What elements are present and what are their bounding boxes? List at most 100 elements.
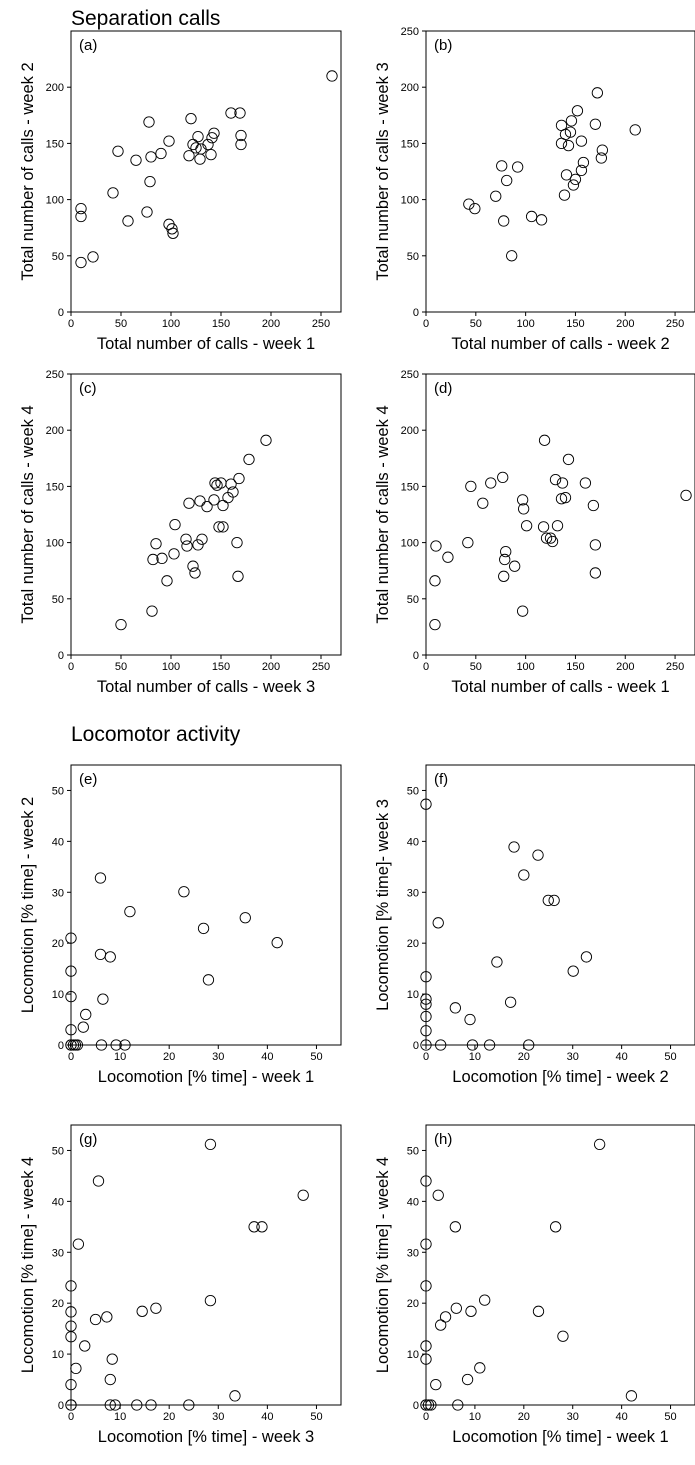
y-tick-label: 50 bbox=[407, 785, 419, 797]
x-tick-label: 200 bbox=[262, 318, 280, 330]
y-tick-label: 200 bbox=[401, 82, 419, 94]
data-point bbox=[79, 1340, 91, 1352]
panel-label: (g) bbox=[79, 1131, 97, 1148]
data-point bbox=[517, 503, 530, 515]
data-point bbox=[235, 138, 247, 151]
data-point bbox=[145, 1399, 157, 1411]
x-tick-label: 30 bbox=[567, 1411, 579, 1423]
panel-label: (f) bbox=[434, 771, 448, 788]
x-axis-label: Total number of calls - week 1 bbox=[97, 335, 315, 353]
x-tick-label: 100 bbox=[162, 661, 180, 673]
data-point bbox=[463, 198, 475, 210]
plot-frame bbox=[425, 373, 695, 656]
data-point bbox=[112, 145, 124, 157]
data-point bbox=[555, 493, 568, 505]
x-tick-label: 0 bbox=[68, 1051, 74, 1063]
plot-frame bbox=[70, 373, 342, 656]
data-point bbox=[542, 894, 554, 907]
data-point bbox=[540, 532, 553, 544]
x-axis-label: Total number of calls - week 1 bbox=[451, 678, 669, 696]
data-point bbox=[579, 477, 592, 489]
data-point bbox=[532, 849, 544, 861]
data-point bbox=[420, 1353, 432, 1365]
y-tick-label: 10 bbox=[52, 989, 64, 1001]
y-axis-label: Locomotion [% time] - week 4 bbox=[374, 1157, 392, 1373]
x-tick-label: 50 bbox=[115, 661, 127, 673]
data-point bbox=[420, 1340, 432, 1352]
data-point bbox=[204, 1138, 217, 1150]
data-point bbox=[532, 1305, 545, 1317]
y-axis-label: Locomotion [% time]- week 3 bbox=[374, 799, 392, 1011]
data-point bbox=[190, 142, 202, 154]
data-point bbox=[496, 160, 508, 172]
y-tick-label: 40 bbox=[52, 1196, 64, 1208]
y-tick-label: 150 bbox=[46, 481, 64, 493]
data-point bbox=[562, 453, 575, 466]
x-tick-label: 200 bbox=[616, 661, 634, 673]
data-point bbox=[209, 477, 221, 489]
data-point bbox=[469, 202, 481, 215]
data-point bbox=[420, 993, 432, 1005]
data-point bbox=[548, 894, 560, 907]
panel-2: 0 50 100 150 200 250 0 50 100 150 200 250 Total numb… bbox=[374, 26, 695, 353]
y-tick-label: 40 bbox=[407, 1196, 419, 1208]
panel-label: (b) bbox=[434, 37, 452, 54]
data-point bbox=[498, 215, 510, 227]
data-point bbox=[429, 619, 441, 631]
data-point bbox=[168, 548, 180, 560]
data-point bbox=[461, 1373, 474, 1386]
data-point bbox=[106, 1353, 118, 1365]
data-point bbox=[235, 129, 247, 142]
data-point bbox=[234, 107, 246, 119]
x-tick-label: 10 bbox=[469, 1411, 481, 1423]
plot-frame bbox=[425, 764, 695, 1046]
data-point bbox=[213, 521, 225, 533]
y-tick-label: 40 bbox=[407, 836, 419, 848]
y-tick-label: 250 bbox=[46, 369, 64, 381]
data-point bbox=[420, 971, 432, 983]
data-point bbox=[422, 1399, 435, 1411]
x-axis-label: Locomotion [% time] - week 2 bbox=[452, 1068, 668, 1086]
data-point bbox=[520, 520, 533, 532]
panel-1: 0 50 100 150 200 250 0 50 100 150 200 Total number … bbox=[19, 30, 342, 353]
y-tick-label: 10 bbox=[407, 1349, 419, 1361]
data-point bbox=[65, 1331, 77, 1343]
data-point bbox=[144, 175, 156, 188]
data-point bbox=[271, 937, 283, 949]
x-tick-label: 50 bbox=[470, 318, 482, 330]
data-point bbox=[104, 1399, 116, 1411]
y-axis-label: Total number of calls - week 2 bbox=[19, 62, 37, 280]
panel-label: (e) bbox=[79, 771, 97, 788]
data-point bbox=[491, 956, 503, 968]
data-point bbox=[498, 570, 510, 582]
data-point bbox=[465, 480, 477, 493]
data-point bbox=[544, 532, 557, 544]
data-point bbox=[432, 917, 444, 929]
y-tick-label: 150 bbox=[46, 138, 64, 150]
data-point bbox=[560, 169, 573, 181]
data-point bbox=[232, 570, 244, 582]
x-tick-label: 40 bbox=[616, 1411, 628, 1423]
x-tick-label: 100 bbox=[516, 318, 534, 330]
panel-label: (d) bbox=[434, 380, 452, 397]
data-point bbox=[567, 179, 580, 191]
x-axis-label: Total number of calls - week 3 bbox=[97, 678, 315, 696]
x-tick-label: 0 bbox=[68, 661, 74, 673]
data-point bbox=[233, 472, 245, 485]
x-tick-label: 0 bbox=[423, 318, 429, 330]
data-point bbox=[131, 1399, 143, 1411]
data-point bbox=[163, 135, 175, 147]
y-axis-label: Total number of calls - week 3 bbox=[374, 62, 392, 280]
data-point bbox=[525, 210, 538, 223]
data-point bbox=[204, 1294, 217, 1307]
data-point bbox=[297, 1189, 309, 1201]
data-point bbox=[449, 1221, 461, 1233]
y-tick-label: 0 bbox=[58, 1400, 64, 1412]
data-point bbox=[420, 1238, 432, 1250]
data-point bbox=[549, 1221, 562, 1233]
data-point bbox=[420, 1025, 432, 1037]
y-tick-label: 40 bbox=[52, 836, 64, 848]
y-tick-label: 100 bbox=[401, 195, 419, 207]
x-tick-label: 30 bbox=[567, 1051, 579, 1063]
x-tick-label: 50 bbox=[664, 1051, 676, 1063]
